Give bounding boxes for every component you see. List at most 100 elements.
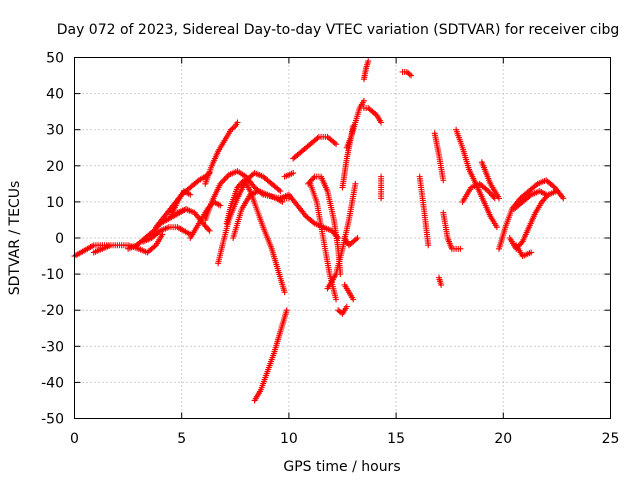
series-t4 [140,224,194,245]
y-tick-label: -50 [41,412,64,428]
data-point [333,141,340,148]
axis-ticks [74,57,611,419]
data-point [235,183,242,190]
series-t30 [416,173,432,249]
data-point [310,219,317,226]
x-tick-label: 20 [494,431,512,447]
y-tick-label: 40 [46,87,64,103]
data-point [365,58,372,65]
x-axis-label: GPS time / hours [283,459,400,475]
data-point [483,186,490,193]
series-t37 [496,177,567,252]
x-tick-label: 0 [70,431,79,447]
series-t24 [341,281,357,303]
series-t15 [281,170,297,180]
data-point [350,123,357,130]
data-point [205,226,212,233]
x-tick-label: 25 [602,431,620,447]
data-point [343,303,350,310]
x-tick-label: 10 [280,431,298,447]
series-t19 [307,180,340,303]
data-point [201,222,208,229]
series-t36 [478,159,503,202]
data-point [202,223,209,230]
series-t20 [324,180,359,292]
y-axis-label: SDTVAR / TECUs [7,181,23,296]
data-point [541,196,548,203]
data-point [485,188,492,195]
data-point [553,188,560,195]
data-point [149,228,156,235]
data-point [543,191,550,198]
data-point [440,177,447,184]
y-tick-labels: -50 -40 -30 -20 -10 0 10 20 30 40 50 [41,51,64,428]
data-point [220,177,227,184]
data-point [309,176,316,183]
data-point [550,183,557,190]
data-markers [71,58,567,404]
series-t35 [459,180,498,205]
data-point [406,71,413,78]
data-point [408,72,415,79]
data-point [237,181,244,188]
series-t39 [511,188,550,213]
data-point [487,190,494,197]
data-point [290,170,297,177]
series-t16 [277,191,342,241]
data-point [560,195,567,202]
series-t17 [290,133,340,162]
series-t34 [453,126,500,231]
y-tick-label: -20 [41,303,64,319]
data-point [150,227,157,234]
series-t25 [341,235,361,249]
series-t38 [506,188,560,252]
data-point [360,97,367,104]
series-t23 [343,123,357,151]
x-tick-labels: 0 5 10 15 20 25 [70,431,619,447]
data-point [518,240,525,247]
data-point [331,139,338,146]
data-point [151,243,158,250]
data-point [486,189,493,196]
series-t26 [360,105,385,126]
data-point [310,175,317,182]
series-t29 [399,68,415,79]
data-point [230,124,237,131]
data-point [538,198,545,205]
data-point [528,249,535,256]
series-t11 [215,170,284,267]
y-tick-label: 10 [46,195,64,211]
data-point [206,227,213,234]
data-point [353,236,360,243]
series-t27 [360,58,372,83]
data-point [438,281,445,288]
data-point [217,202,224,209]
data-point [425,242,432,249]
data-point [234,119,241,126]
data-point [526,192,533,199]
data-point [378,195,385,202]
series-t14 [251,307,290,404]
data-point [496,195,503,202]
y-tick-label: -10 [41,267,64,283]
data-point [203,224,210,231]
data-point [354,235,361,241]
data-point [234,184,241,191]
series-t6 [167,188,194,220]
series-t40 [513,242,535,260]
data-point [155,228,162,235]
data-point [283,307,290,314]
data-point [314,135,321,142]
data-point [194,178,201,185]
data-point [372,111,379,118]
data-point [457,245,464,252]
series-t31 [431,130,447,184]
series-t21 [335,303,350,317]
series-t9 [202,119,241,187]
x-tick-label: 15 [387,431,405,447]
chart-title: Day 072 of 2023, Sidereal Day-to-day VTE… [57,22,620,38]
data-point [187,191,194,198]
data-point [533,182,540,189]
series-t28 [378,173,385,202]
